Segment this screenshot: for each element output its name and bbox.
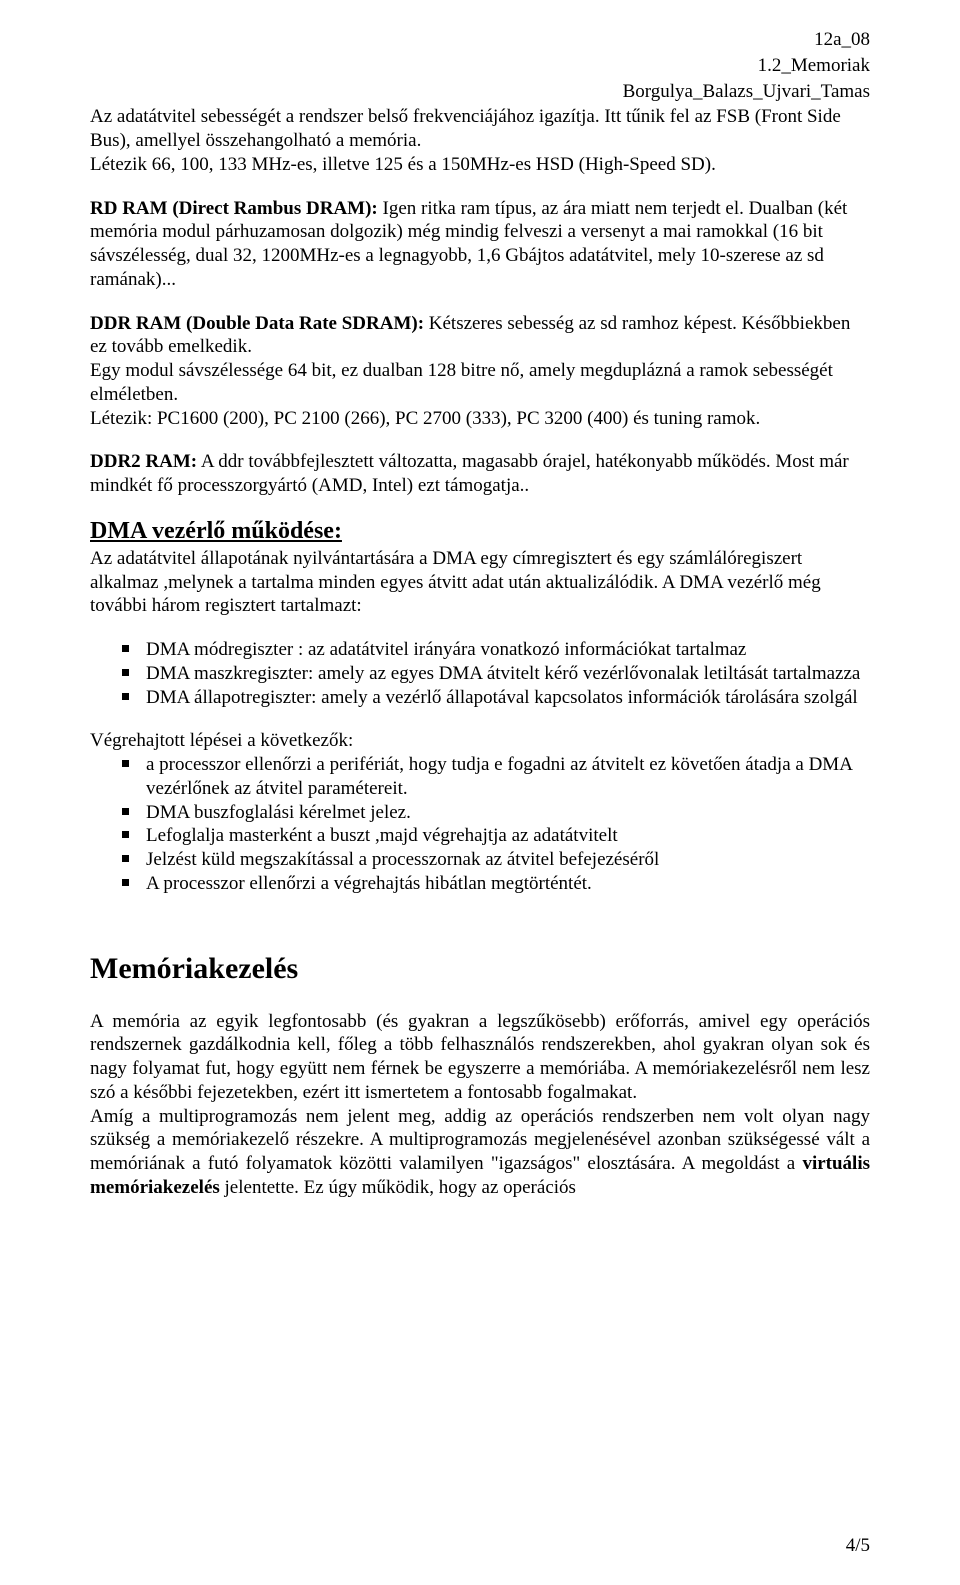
header-line-1: 12a_08 [90, 28, 870, 52]
list-item: a processzor ellenőrzi a perifériát, hog… [90, 753, 870, 801]
list-item: Lefoglalja masterként a buszt ,majd végr… [90, 824, 870, 848]
text: Létezik 66, 100, 133 MHz-es, illetve 125… [90, 154, 716, 175]
paragraph-steps-intro: Végrehajtott lépései a következők: [90, 729, 870, 753]
list-item: A processzor ellenőrzi a végrehajtás hib… [90, 872, 870, 896]
page: 12a_08 1.2_Memoriak Borgulya_Balazs_Ujva… [0, 0, 960, 1585]
list-dma-steps: a processzor ellenőrzi a perifériát, hog… [90, 753, 870, 896]
header-line-2: 1.2_Memoriak [90, 54, 870, 78]
paragraph-rdram: RD RAM (Direct Rambus DRAM): Igen ritka … [90, 197, 870, 292]
page-number: 4/5 [846, 1535, 870, 1557]
text: Egy modul sávszélessége 64 bit, ez dualb… [90, 360, 833, 405]
paragraph-intro: Az adatátvitel sebességét a rendszer bel… [90, 105, 870, 176]
text: Az adatátvitel sebességét a rendszer bel… [90, 106, 841, 151]
heading-dma: DMA vezérlő működése: [90, 518, 870, 545]
list-item: Jelzést küld megszakítással a processzor… [90, 848, 870, 872]
term-rdram: RD RAM (Direct Rambus DRAM): [90, 198, 378, 219]
paragraph-dma-intro: Az adatátvitel állapotának nyilvántartás… [90, 547, 870, 618]
term-ddr2: DDR2 RAM: [90, 451, 197, 472]
text: A ddr továbbfejlesztett változatta, maga… [90, 451, 849, 496]
list-item: DMA módregiszter : az adatátvitel irányá… [90, 638, 870, 662]
paragraph-ddr: DDR RAM (Double Data Rate SDRAM): Kétsze… [90, 312, 870, 431]
heading-memoriakezeles: Memóriakezelés [90, 952, 870, 986]
list-item: DMA buszfoglalási kérelmet jelez. [90, 801, 870, 825]
paragraph-mem-1: A memória az egyik legfontosabb (és gyak… [90, 1010, 870, 1105]
header-line-3: Borgulya_Balazs_Ujvari_Tamas [90, 80, 870, 104]
list-item: DMA maszkregiszter: amely az egyes DMA á… [90, 662, 870, 686]
list-item: DMA állapotregiszter: amely a vezérlő ál… [90, 686, 870, 710]
paragraph-mem-2: Amíg a multiprogramozás nem jelent meg, … [90, 1105, 870, 1200]
text: Létezik: PC1600 (200), PC 2100 (266), PC… [90, 408, 760, 429]
text: jelentette. Ez úgy működik, hogy az oper… [220, 1177, 576, 1198]
term-ddr: DDR RAM (Double Data Rate SDRAM): [90, 313, 424, 334]
paragraph-ddr2: DDR2 RAM: A ddr továbbfejlesztett változ… [90, 450, 870, 498]
text: Amíg a multiprogramozás nem jelent meg, … [90, 1106, 870, 1175]
list-dma-registers: DMA módregiszter : az adatátvitel irányá… [90, 638, 870, 709]
